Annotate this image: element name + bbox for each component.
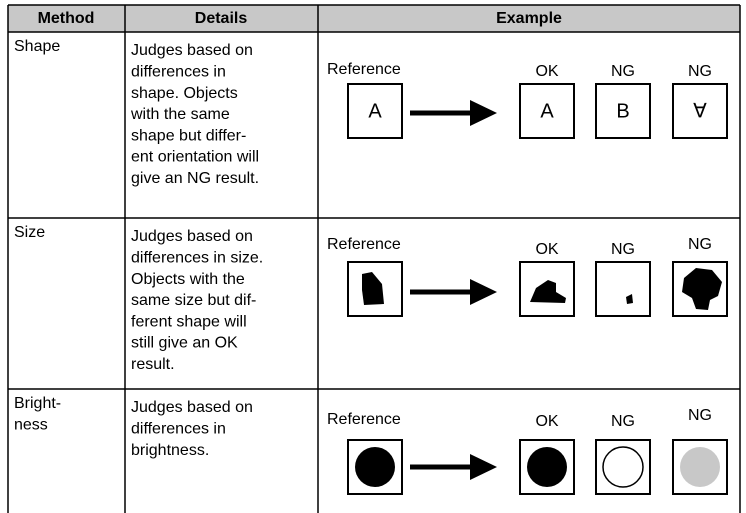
details-line: shape. Objects [131,85,238,102]
image-box [672,83,728,139]
blob [626,294,633,304]
arrow-head [470,279,497,305]
result-label: OK [535,413,558,430]
arrow-head [470,454,497,480]
glyph: A [540,100,554,122]
blob [530,280,566,303]
method: Bright- [14,395,61,412]
column-header: Example [496,10,562,27]
result-label: NG [611,63,635,80]
blob [682,268,722,310]
glyph: A [368,100,382,122]
details-line: ent orientation will [131,149,259,166]
image-box [347,83,403,139]
glyph: ∀ [693,100,707,122]
details-line: same size but dif- [131,292,256,309]
header-background [8,5,740,32]
details-line: Judges based on [131,42,253,59]
details-line: give an NG result. [131,170,259,187]
blob [362,272,384,305]
example-illustrations [347,83,728,495]
details-line: result. [131,356,175,373]
method: Shape [14,38,60,55]
circle-white [602,446,644,488]
details-line: differences in [131,64,226,81]
image-box [595,83,651,139]
details-line: shape but differ- [131,127,246,144]
column-header: Method [38,10,95,27]
circle-black [527,447,567,487]
reference-label: Reference [327,411,401,428]
circle-black [355,447,395,487]
result-label: NG [688,407,712,424]
details-line: differences in [131,421,226,438]
details-line: brightness. [131,442,209,459]
reference-label: Reference [327,236,401,253]
method: ness [14,417,48,434]
result-label: NG [611,413,635,430]
reference-label: Reference [327,61,401,78]
image-box [347,261,403,317]
circle-gray [680,447,720,487]
arrow-head [470,100,497,126]
details-line: differences in size. [131,250,263,267]
result-label: NG [688,63,712,80]
result-label: NG [688,236,712,253]
result-label: OK [535,63,558,80]
details-line: Judges based on [131,399,253,416]
details-line: Judges based on [131,228,253,245]
glyph: B [616,100,629,122]
result-label: OK [535,241,558,258]
details-line: with the same [130,106,230,123]
details-line: ferent shape will [131,313,247,330]
method: Size [14,224,45,241]
result-label: NG [611,241,635,258]
details-line: still give an OK [131,335,238,352]
details-line: Objects with the [131,271,245,288]
image-box [519,83,575,139]
image-box [595,261,651,317]
column-header: Details [195,10,248,27]
